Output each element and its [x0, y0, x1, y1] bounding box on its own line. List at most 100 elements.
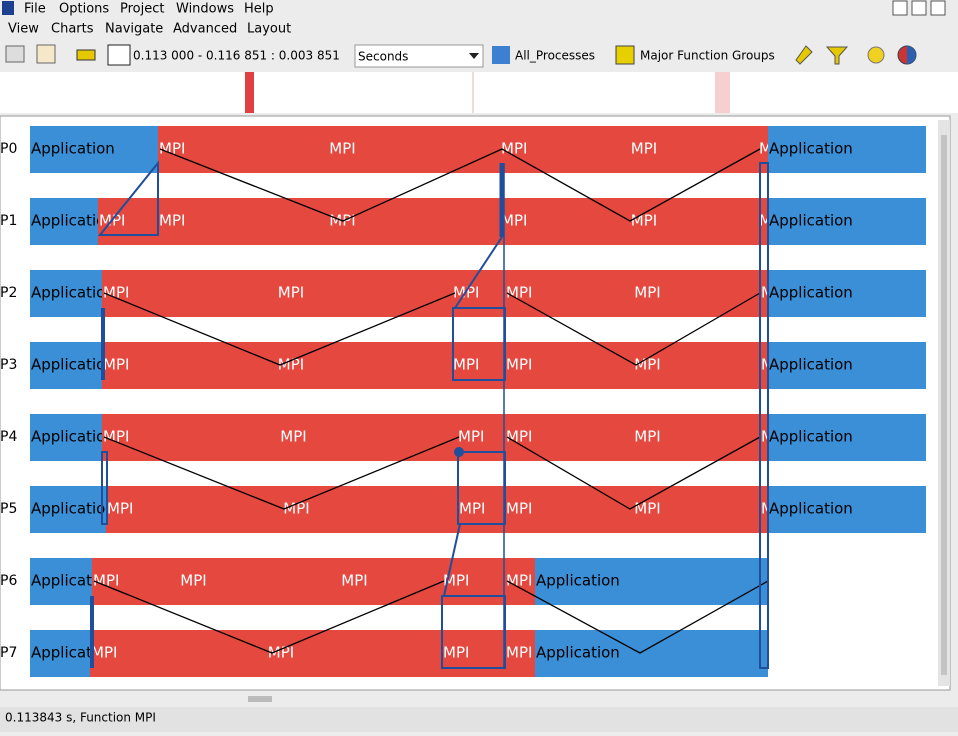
vertical-scroll-thumb[interactable] — [941, 135, 947, 675]
function-segment[interactable] — [106, 486, 135, 533]
menu-item[interactable]: File — [24, 2, 46, 17]
overview-mark — [245, 72, 254, 113]
function-segment[interactable] — [760, 342, 768, 389]
function-segment[interactable] — [760, 414, 768, 461]
menu-item[interactable]: Navigate — [105, 22, 163, 37]
function-segment[interactable] — [90, 630, 120, 677]
tool-icon[interactable] — [107, 44, 131, 66]
messages — [93, 148, 769, 654]
function-segment[interactable] — [30, 486, 106, 533]
segment-label: Application — [31, 500, 115, 518]
function-segment[interactable] — [505, 414, 535, 461]
function-segment[interactable] — [452, 270, 505, 317]
function-segment[interactable] — [530, 198, 758, 245]
segment-label: MPI — [506, 644, 532, 662]
menu-item[interactable]: View — [8, 22, 39, 37]
function-segment[interactable] — [442, 630, 505, 677]
function-segment[interactable] — [505, 558, 535, 605]
horizontal-scroll-thumb[interactable] — [248, 696, 272, 702]
function-segment[interactable] — [505, 342, 535, 389]
group-icon[interactable] — [615, 45, 635, 65]
segment-label: MPI — [453, 356, 479, 374]
function-segment[interactable] — [102, 342, 130, 389]
function-segment[interactable] — [768, 270, 926, 317]
close-button[interactable] — [930, 0, 946, 16]
function-segment[interactable] — [442, 558, 505, 605]
segment-label: MPI — [103, 428, 129, 446]
function-segment[interactable] — [768, 414, 926, 461]
menu-item[interactable]: Windows — [176, 2, 234, 17]
process-label: P6 — [0, 573, 17, 589]
process-filter[interactable]: All_Processes — [515, 49, 595, 63]
unit-value[interactable]: Seconds — [358, 50, 408, 64]
function-segment[interactable] — [30, 270, 102, 317]
function-segment[interactable] — [530, 126, 758, 173]
function-segment[interactable] — [535, 630, 768, 677]
tool-icon[interactable] — [76, 49, 96, 61]
function-segment[interactable] — [130, 342, 452, 389]
tool-icon[interactable] — [867, 46, 885, 64]
function-segment[interactable] — [768, 342, 926, 389]
function-segment[interactable] — [505, 630, 535, 677]
tool-icon[interactable] — [795, 45, 813, 65]
function-segment[interactable] — [505, 270, 535, 317]
function-segment[interactable] — [535, 414, 760, 461]
function-segment[interactable] — [30, 414, 102, 461]
process-icon[interactable] — [492, 46, 510, 64]
function-segment[interactable] — [120, 630, 442, 677]
menu-item[interactable]: Layout — [247, 22, 291, 37]
function-segment[interactable] — [98, 198, 158, 245]
message-line — [506, 292, 761, 366]
restore-button[interactable] — [911, 0, 927, 16]
menu-item[interactable]: Project — [120, 2, 164, 17]
tool-icon[interactable] — [5, 45, 25, 63]
function-segment[interactable] — [758, 126, 768, 173]
function-segment[interactable] — [30, 126, 158, 173]
function-segment[interactable] — [158, 198, 185, 245]
segment-label: MPI — [506, 500, 532, 518]
function-segment[interactable] — [452, 342, 505, 389]
menu-item[interactable]: Advanced — [173, 22, 237, 37]
function-segment[interactable] — [768, 486, 926, 533]
segment-label: MPI — [341, 572, 367, 590]
function-segment[interactable] — [535, 486, 760, 533]
function-segment[interactable] — [768, 126, 926, 173]
process-label: P2 — [0, 285, 17, 301]
function-segment[interactable] — [760, 270, 768, 317]
function-segment[interactable] — [30, 630, 90, 677]
function-segment[interactable] — [500, 198, 530, 245]
function-segment[interactable] — [30, 558, 92, 605]
function-segment[interactable] — [768, 198, 926, 245]
function-segment[interactable] — [458, 486, 505, 533]
function-segment[interactable] — [130, 414, 457, 461]
function-segment[interactable] — [267, 558, 442, 605]
function-segment[interactable] — [758, 198, 768, 245]
function-segment[interactable] — [500, 126, 530, 173]
function-segment[interactable] — [760, 486, 768, 533]
function-segment[interactable] — [535, 558, 768, 605]
function-segment[interactable] — [30, 342, 102, 389]
function-segment[interactable] — [457, 414, 505, 461]
function-segment[interactable] — [30, 198, 98, 245]
function-grouping[interactable]: Major Function Groups — [640, 49, 775, 63]
menu-item[interactable]: Charts — [51, 22, 94, 37]
segment-label: Application — [31, 284, 115, 302]
unit-select[interactable] — [354, 44, 484, 68]
function-segment[interactable] — [505, 486, 535, 533]
minimize-button[interactable] — [892, 0, 908, 16]
segment-label: MPI — [443, 644, 469, 662]
tool-icon[interactable] — [36, 44, 56, 64]
segment-label: MPI — [159, 140, 185, 158]
segment-label: MPI — [631, 140, 657, 158]
function-segment[interactable] — [185, 126, 500, 173]
dropdown-arrow — [469, 53, 479, 59]
function-segment[interactable] — [130, 270, 452, 317]
function-segment[interactable] — [120, 558, 267, 605]
function-segment[interactable] — [535, 270, 760, 317]
function-segment[interactable] — [135, 486, 458, 533]
menu-item[interactable]: Options — [59, 2, 109, 17]
menu-item[interactable]: Help — [244, 2, 274, 17]
function-segment[interactable] — [535, 342, 760, 389]
filter-icon[interactable] — [825, 46, 849, 65]
horizontal-scrollbar[interactable] — [0, 692, 950, 704]
